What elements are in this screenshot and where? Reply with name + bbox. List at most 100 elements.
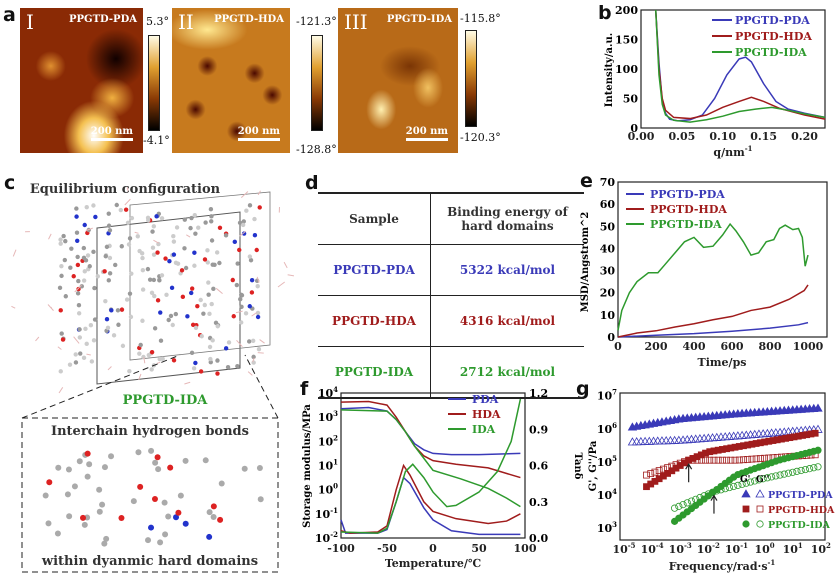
y-tick-label: 104 <box>318 385 338 400</box>
loss-modulus-point <box>810 464 818 472</box>
y-right-tick-label: 0.0 <box>529 532 548 545</box>
chain-bond <box>11 305 16 309</box>
chain-bond <box>239 230 247 237</box>
atom <box>169 285 175 291</box>
y-tick-label: 60 <box>600 198 616 211</box>
atom <box>207 311 212 317</box>
atom <box>249 290 255 295</box>
chain-bond <box>236 339 243 348</box>
atom <box>150 229 155 234</box>
y-tick-label: 10-1 <box>315 506 338 521</box>
x-tick-label: 800 <box>759 340 782 353</box>
legend-label: PDA <box>472 393 499 406</box>
table-cell: 2712 kcal/mol <box>430 346 584 399</box>
scale-bar: 200 nm <box>90 126 133 141</box>
chain-bond <box>156 361 161 364</box>
atom <box>71 274 76 279</box>
loss-modulus-point <box>647 470 655 477</box>
atom <box>173 260 179 266</box>
atom <box>69 246 74 251</box>
atom <box>118 207 124 213</box>
atom <box>208 207 214 212</box>
atom <box>180 294 186 300</box>
inset-box <box>21 417 279 573</box>
atom <box>162 531 169 538</box>
loss-modulus-point <box>671 504 679 512</box>
atom <box>103 535 110 542</box>
chain-bond <box>48 233 52 240</box>
chain-bond <box>35 336 40 342</box>
atom <box>130 498 137 505</box>
chain-bond <box>153 239 159 244</box>
atom <box>243 311 249 316</box>
atom <box>240 222 246 228</box>
atom <box>209 301 214 307</box>
atom <box>182 217 188 222</box>
x-tick-label: 100 <box>754 541 774 556</box>
atom <box>93 214 98 220</box>
atom <box>238 297 243 302</box>
atom <box>92 285 97 291</box>
atom <box>59 331 64 336</box>
atom <box>195 303 200 309</box>
atom <box>113 262 118 268</box>
atom <box>81 278 87 283</box>
table-cell: PPGTD-PDA <box>318 244 431 296</box>
series-line <box>654 9 826 120</box>
panel-label-b: b <box>598 2 612 24</box>
legend-marker-filled <box>742 520 750 528</box>
binding-energy-table: Sample Binding energy of hard domains PPG… <box>318 192 584 399</box>
atom <box>159 273 165 278</box>
x-tick-label: 102 <box>811 541 831 556</box>
loss-modulus-point <box>687 497 696 505</box>
atom <box>84 204 89 210</box>
atom <box>106 223 112 228</box>
loss-modulus-point <box>714 456 722 464</box>
atom <box>76 303 82 308</box>
loss-modulus-point <box>759 475 767 483</box>
atom <box>202 457 209 464</box>
y-tick-label: 103 <box>318 409 338 424</box>
legend-label: PPGTD-IDA <box>768 520 831 531</box>
atom <box>192 263 197 268</box>
atom <box>158 338 164 343</box>
atom <box>252 216 257 222</box>
atom <box>151 277 157 283</box>
atom <box>141 354 146 360</box>
atom <box>81 255 87 261</box>
y-tick-label: 20 <box>600 287 616 300</box>
chain-bond <box>58 387 64 394</box>
loss-modulus-point <box>643 471 650 479</box>
atom <box>206 292 211 297</box>
legend-marker-open <box>756 505 764 513</box>
zoom-lines <box>21 354 279 419</box>
chain-bond <box>85 227 93 232</box>
atom <box>196 225 201 230</box>
atom <box>109 308 114 313</box>
x-tick-label: 0 <box>429 542 437 555</box>
atom <box>151 495 158 502</box>
chain-bond <box>86 353 91 356</box>
atom <box>173 311 179 317</box>
legend-label: HDA <box>472 408 501 421</box>
atom <box>257 496 264 503</box>
afm-roman: II <box>178 10 194 34</box>
y-tick-label: 30 <box>600 265 616 278</box>
storage-modulus-point <box>811 429 819 437</box>
y-axis-label: Storage modulus/MPa <box>302 404 313 528</box>
loss-modulus-point <box>636 436 646 446</box>
y-tick-label: 100 <box>615 63 638 76</box>
loss-modulus-point <box>801 465 809 474</box>
chain-bond <box>251 312 257 317</box>
atom <box>96 508 103 515</box>
table-row: PPGTD-IDA 2712 kcal/mol <box>318 346 584 399</box>
chain-bond <box>287 274 295 277</box>
atom <box>192 212 197 218</box>
atom <box>193 231 198 236</box>
atom <box>103 298 108 304</box>
storage-modulus-point <box>813 403 823 412</box>
afm-roman: III <box>344 10 368 34</box>
loss-modulus-point <box>679 501 687 509</box>
afm-image-ida: III PPGTD-IDA 200 nm <box>338 8 458 153</box>
